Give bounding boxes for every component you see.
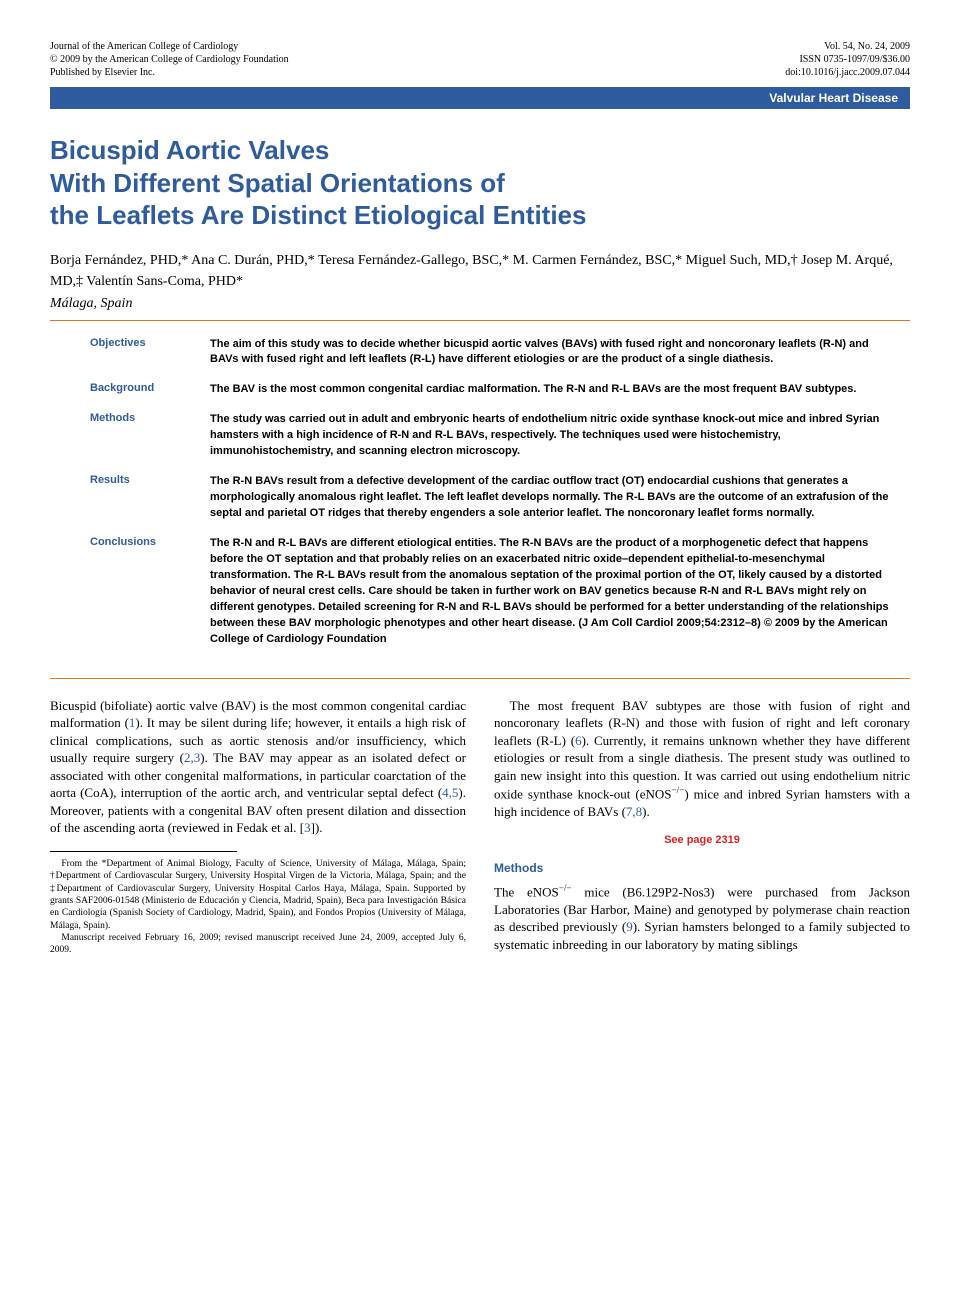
abstract-conclusions: Conclusions The R-N and R-L BAVs are dif… (90, 536, 890, 648)
divider-bottom (50, 678, 910, 679)
authors: Borja Fernández, PHD,* Ana C. Durán, PHD… (50, 250, 910, 292)
objectives-label: Objectives (90, 337, 210, 369)
methods-label: Methods (90, 412, 210, 460)
results-text: The R-N BAVs result from a defective dev… (210, 474, 890, 522)
body-text: Bicuspid (bifoliate) aortic valve (BAV) … (50, 697, 910, 957)
background-text: The BAV is the most common congenital ca… (210, 382, 890, 398)
footnote-separator (50, 851, 237, 852)
copyright: © 2009 by the American College of Cardio… (50, 53, 289, 66)
abstract-objectives: Objectives The aim of this study was to … (90, 337, 890, 369)
category-bar: Valvular Heart Disease (50, 87, 910, 109)
conclusions-text: The R-N and R-L BAVs are different etiol… (210, 536, 890, 648)
background-label: Background (90, 382, 210, 398)
doi: doi:10.1016/j.jacc.2009.07.044 (785, 66, 910, 79)
subtypes-paragraph: The most frequent BAV subtypes are those… (494, 697, 910, 821)
header-left: Journal of the American College of Cardi… (50, 40, 289, 79)
footnote-affiliations: From the *Department of Animal Biology, … (50, 858, 466, 932)
conclusions-label: Conclusions (90, 536, 210, 648)
journal-header: Journal of the American College of Cardi… (50, 40, 910, 79)
abstract-results: Results The R-N BAVs result from a defec… (90, 474, 890, 522)
results-label: Results (90, 474, 210, 522)
objectives-text: The aim of this study was to decide whet… (210, 337, 890, 369)
affiliations-footnote: From the *Department of Animal Biology, … (50, 858, 466, 957)
publisher: Published by Elsevier Inc. (50, 66, 289, 79)
category-label: Valvular Heart Disease (769, 91, 898, 105)
header-right: Vol. 54, No. 24, 2009 ISSN 0735-1097/09/… (785, 40, 910, 79)
column-left: Bicuspid (bifoliate) aortic valve (BAV) … (50, 697, 466, 957)
footnote-dates: Manuscript received February 16, 2009; r… (50, 932, 466, 957)
methods-paragraph: The eNOS−/− mice (B6.129P2-Nos3) were pu… (494, 882, 910, 954)
methods-text: The study was carried out in adult and e… (210, 412, 890, 460)
abstract-background: Background The BAV is the most common co… (90, 382, 890, 398)
title-line1: Bicuspid Aortic Valves (50, 134, 910, 167)
see-page-link[interactable]: See page 2319 (494, 833, 910, 848)
methods-heading: Methods (494, 860, 910, 876)
ref-7-8[interactable]: 7,8 (626, 804, 642, 819)
article-title: Bicuspid Aortic Valves With Different Sp… (50, 134, 910, 232)
issn: ISSN 0735-1097/09/$36.00 (785, 53, 910, 66)
location: Málaga, Spain (50, 296, 910, 312)
journal-name: Journal of the American College of Cardi… (50, 40, 289, 53)
ref-2-3[interactable]: 2,3 (184, 750, 200, 765)
intro-paragraph: Bicuspid (bifoliate) aortic valve (BAV) … (50, 697, 466, 837)
abstract: Objectives The aim of this study was to … (50, 327, 910, 672)
divider-top (50, 320, 910, 321)
abstract-methods: Methods The study was carried out in adu… (90, 412, 890, 460)
ref-4-5[interactable]: 4,5 (442, 785, 458, 800)
title-line2: With Different Spatial Orientations of (50, 167, 910, 200)
title-line3: the Leaflets Are Distinct Etiological En… (50, 199, 910, 232)
column-right: The most frequent BAV subtypes are those… (494, 697, 910, 957)
volume-issue: Vol. 54, No. 24, 2009 (785, 40, 910, 53)
